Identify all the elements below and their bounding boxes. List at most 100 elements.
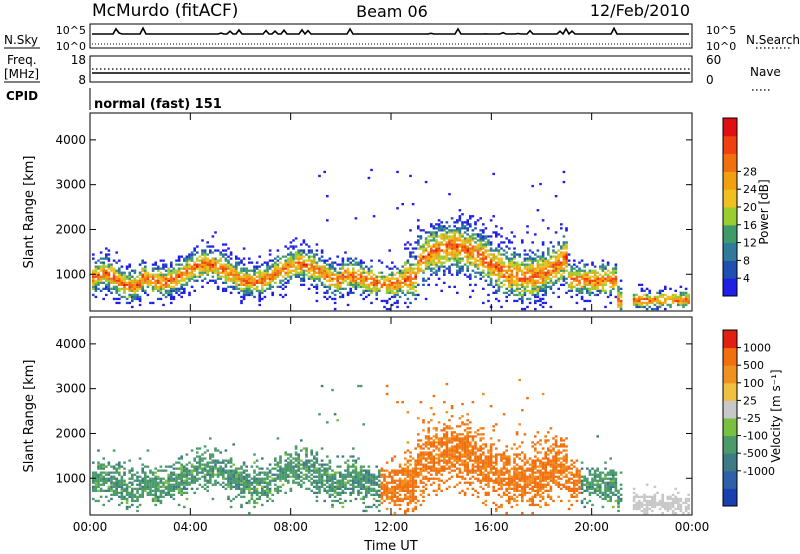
scatter-cell: [440, 459, 443, 462]
scatter-cell: [417, 269, 420, 272]
scatter-cell: [424, 243, 428, 246]
scatter-cell: [565, 245, 568, 248]
scatter-cell: [443, 239, 446, 242]
scatter-cell: [380, 469, 384, 472]
scatter-cell: [105, 247, 108, 250]
scatter-cell: [328, 489, 332, 492]
scatter-cell: [367, 489, 371, 492]
scatter-cell: [320, 473, 324, 476]
scatter-cell: [601, 283, 605, 286]
scatter-cell: [287, 263, 290, 266]
scatter-cell: [224, 269, 228, 272]
scatter-cell: [105, 255, 108, 258]
scatter-cell: [443, 249, 446, 252]
scatter-cell: [302, 477, 306, 480]
scatter-cell: [562, 275, 566, 278]
scatter-cell: [450, 241, 454, 244]
scatter-cell: [404, 479, 407, 482]
scatter-cell: [339, 285, 342, 288]
scatter-cell: [271, 273, 274, 276]
scatter-cell: [131, 295, 134, 299]
scatter-cell: [406, 241, 410, 244]
scatter-cell: [461, 403, 464, 406]
scatter-cell: [471, 239, 475, 242]
scatter-cell: [523, 287, 527, 290]
scatter-cell: [131, 477, 134, 480]
scatter-cell: [323, 285, 326, 288]
scatter-cell: [479, 271, 482, 274]
scatter-cell: [255, 477, 259, 480]
scatter-cell: [635, 303, 638, 307]
scatter-cell: [336, 273, 339, 276]
scatter-cell: [151, 277, 155, 280]
scatter-cell: [354, 473, 358, 476]
scatter-cell: [185, 453, 189, 456]
scatter-cell: [141, 479, 144, 482]
scatter-cell: [398, 289, 402, 292]
scatter-cell: [120, 485, 124, 488]
scatter-cell: [289, 487, 293, 490]
scatter-cell: [297, 259, 300, 262]
scatter-cell: [658, 295, 662, 299]
scatter-cell: [411, 247, 415, 250]
scatter-cell: [97, 479, 100, 482]
scatter-cell: [154, 279, 157, 282]
scatter-cell: [209, 269, 212, 272]
scatter-cell: [266, 487, 269, 490]
scatter-cell: [224, 277, 228, 280]
scatter-cell: [323, 469, 326, 472]
scatter-cell: [107, 487, 111, 490]
scatter-cell: [448, 461, 451, 464]
scatter-cell: [136, 479, 139, 482]
scatter-cell: [289, 259, 293, 262]
scatter-cell: [560, 275, 563, 278]
scatter-cell: [287, 257, 290, 260]
scatter-cell: [92, 475, 95, 478]
scatter-cell: [523, 277, 527, 280]
scatter-cell: [456, 291, 459, 294]
scatter-cell: [614, 281, 618, 284]
scatter-cell: [333, 297, 337, 301]
scatter-cell: [580, 297, 584, 301]
scatter-cell: [367, 289, 371, 292]
scatter-cell: [414, 285, 417, 288]
scatter-cell: [391, 491, 394, 494]
scatter-cell: [604, 291, 607, 294]
scatter-cell: [604, 289, 607, 292]
scatter-cell: [328, 287, 332, 290]
scatter-cell: [586, 263, 589, 266]
scatter-cell: [372, 287, 376, 290]
scatter-cell: [440, 473, 443, 476]
scatter-cell: [198, 259, 202, 262]
scatter-cell: [289, 459, 293, 462]
scatter-cell: [640, 297, 644, 301]
scatter-cell: [541, 243, 545, 246]
scatter-cell: [437, 479, 441, 482]
scatter-cell: [482, 239, 485, 242]
scatter-cell: [552, 269, 555, 272]
scatter-cell: [102, 281, 105, 284]
scatter-cell: [357, 471, 360, 474]
scatter-cell: [180, 275, 183, 278]
scatter-cell: [206, 263, 209, 266]
scatter-cell: [430, 235, 433, 238]
scatter-cell: [354, 469, 358, 472]
scatter-cell: [149, 485, 152, 488]
scatter-cell: [172, 277, 176, 280]
scatter-cell: [146, 279, 150, 282]
scatter-cell: [136, 475, 139, 478]
power-ytick-label: 4000: [55, 133, 86, 147]
scatter-cell: [671, 295, 675, 299]
scatter-cell: [398, 485, 402, 488]
scatter-cell: [232, 267, 235, 270]
scatter-cell: [437, 439, 441, 442]
scatter-cell: [110, 291, 113, 294]
scatter-cell: [339, 481, 342, 484]
scatter-cell: [604, 283, 607, 286]
scatter-cell: [430, 247, 433, 250]
scatter-cell: [458, 217, 462, 220]
scatter-cell: [497, 271, 501, 274]
scatter-cell: [162, 279, 165, 282]
scatter-cell: [219, 265, 222, 268]
scatter-cell: [240, 283, 243, 286]
